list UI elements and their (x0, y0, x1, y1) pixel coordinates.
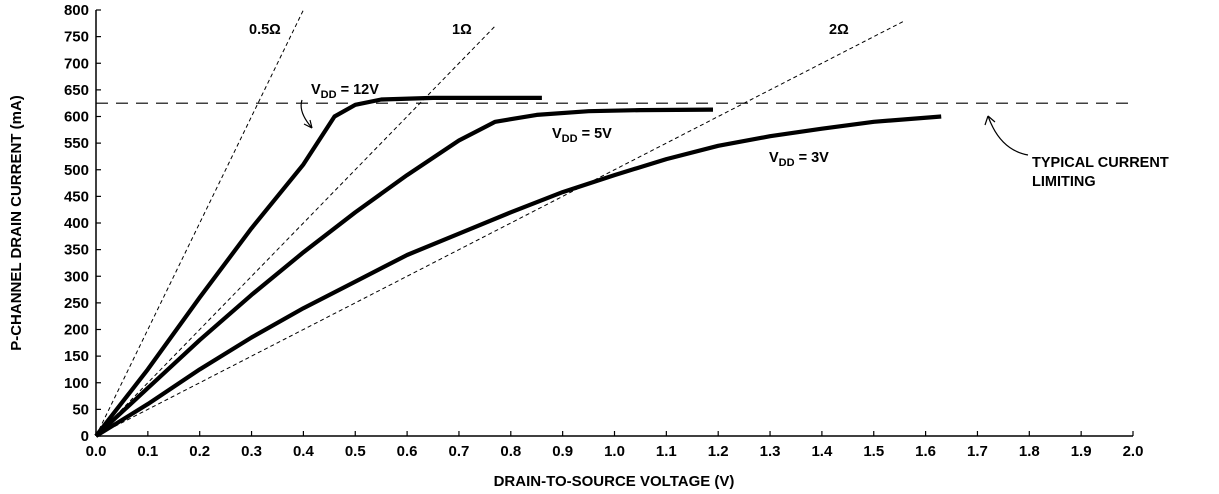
resistance-line-0 (95, 9, 304, 437)
series-label-5v: VDD = 5V (552, 126, 612, 145)
y-tick-label: 50 (72, 401, 89, 418)
x-tick-label: 1.2 (708, 443, 729, 460)
x-tick-label: 1.1 (656, 443, 677, 460)
y-tick-label: 400 (64, 215, 89, 232)
x-tick-label: 0.8 (500, 443, 521, 460)
y-tick-label: 200 (64, 322, 89, 339)
x-tick-label: 0.2 (189, 443, 210, 460)
y-tick-label: 700 (64, 55, 89, 72)
x-tick-label: 0.9 (552, 443, 573, 460)
resistance-reference-lines (95, 9, 1133, 437)
x-tick-label: 0.7 (449, 443, 470, 460)
series-line-2 (94, 114, 942, 438)
current-limit-leader (984, 115, 1029, 156)
x-tick-label: 1.7 (967, 443, 988, 460)
current-limit-label-line1: TYPICAL CURRENT (1032, 155, 1169, 171)
y-tick-label: 150 (64, 348, 89, 365)
ref-label-0_5-ohm: 0.5Ω (249, 22, 281, 38)
resistance-line-2 (95, 20, 906, 437)
x-tick-label: 0.1 (137, 443, 158, 460)
y-tick-label: 100 (64, 375, 89, 392)
ref-label-1-ohm: 1Ω (452, 22, 472, 38)
current-limit-label-line2: LIMITING (1032, 174, 1096, 190)
x-tick-label: 1.5 (863, 443, 884, 460)
y-tick-label: 600 (64, 109, 89, 126)
axes-layer: 0 50 100 150 200 250 300 350 400 450 500 550 600 650 7… (64, 2, 1143, 460)
y-tick-label: 350 (64, 242, 89, 259)
y-tick-label: 750 (64, 29, 89, 46)
x-tick-label: 1.4 (811, 443, 833, 460)
ref-label-2-ohm: 2Ω (829, 22, 849, 38)
series-12v-leader (300, 99, 313, 129)
series-layer (94, 95, 942, 438)
y-tick-label: 250 (64, 295, 89, 312)
series-line-0 (94, 95, 542, 438)
y-tick-label: 550 (64, 135, 89, 152)
x-tick-label: 1.0 (604, 443, 625, 460)
x-tick-label: 0.5 (345, 443, 366, 460)
y-axis-title: P-CHANNEL DRAIN CURRENT (mA) (8, 95, 25, 351)
x-tick-label: 1.3 (760, 443, 781, 460)
x-tick-label: 1.9 (1071, 443, 1092, 460)
x-tick-label: 0.4 (293, 443, 315, 460)
x-tick-label: 0.6 (397, 443, 418, 460)
y-tick-label: 300 (64, 268, 89, 285)
resistance-line-1 (95, 25, 496, 437)
x-tick-label: 0.0 (86, 443, 107, 460)
x-tick-label: 1.6 (915, 443, 936, 460)
y-tick-label: 0 (81, 428, 89, 445)
y-tick-label: 450 (64, 188, 89, 205)
x-axis-title: DRAIN-TO-SOURCE VOLTAGE (V) (494, 473, 735, 490)
series-label-12v: VDD = 12V (311, 82, 379, 101)
x-tick-label: 1.8 (1019, 443, 1040, 460)
y-tick-label: 500 (64, 162, 89, 179)
x-tick-label: 2.0 (1123, 443, 1144, 460)
x-tick-label: 0.3 (241, 443, 262, 460)
series-line-1 (94, 107, 714, 438)
series-label-3v: VDD = 3V (769, 150, 829, 169)
y-tick-label: 800 (64, 2, 89, 19)
y-tick-label: 650 (64, 82, 89, 99)
